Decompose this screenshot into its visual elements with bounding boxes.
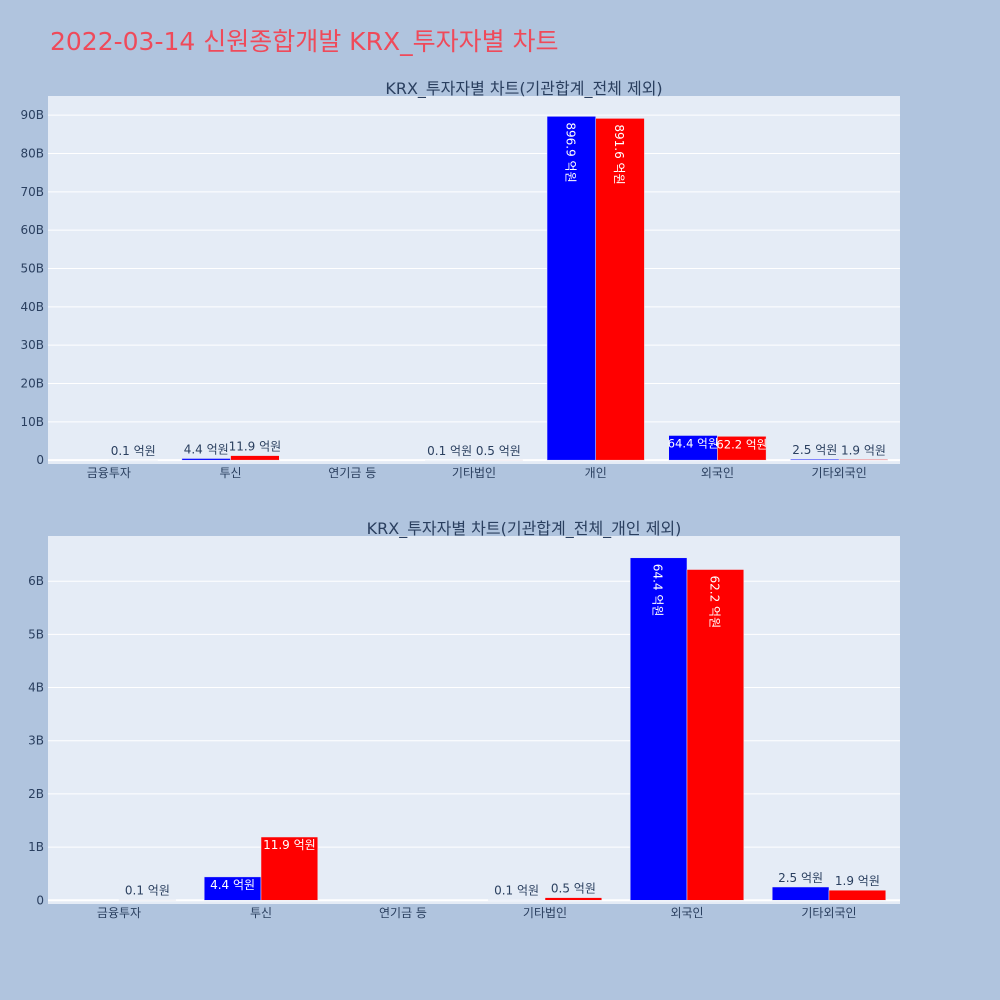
y-tick-label: 90B: [20, 108, 44, 122]
y-tick-label: 0: [36, 453, 44, 467]
bar: [668, 435, 718, 461]
chart-title: KRX_투자자별 차트(기관합계_전체 제외): [385, 79, 662, 99]
y-tick-label: 1B: [28, 840, 44, 854]
data-label: 64.4 억원: [668, 436, 719, 450]
y-tick-label: 10B: [20, 415, 44, 429]
data-label: 0.1 억원: [427, 444, 472, 458]
y-tick-label: 0: [36, 893, 44, 907]
data-label: 11.9 억원: [263, 838, 316, 852]
x-tick-label: 기타외국인: [801, 906, 856, 920]
x-tick-label: 개인: [585, 466, 607, 480]
y-tick-label: 70B: [20, 185, 44, 199]
x-tick-label: 금융투자: [87, 466, 131, 480]
bar: [790, 458, 840, 461]
y-tick-label: 3B: [28, 734, 44, 748]
data-label: 2.5 억원: [778, 871, 823, 885]
data-label: 11.9 억원: [229, 440, 282, 454]
data-label: 1.9 억원: [841, 443, 886, 457]
bar: [828, 889, 887, 901]
y-tick-label: 40B: [20, 300, 44, 314]
data-label: 62.2 억원: [707, 576, 721, 629]
y-tick-label: 2B: [28, 787, 44, 801]
data-label: 0.1 억원: [494, 884, 539, 898]
x-tick-label: 금융투자: [97, 906, 141, 920]
bar: [546, 116, 596, 461]
bar: [686, 569, 745, 901]
chart-bottom: 0 1B 2B 3B 4B 5B 6B KRX_투자자별 차트(기관합계_전체_개인 제외) 금…: [28, 519, 900, 920]
y-tick-label: 6B: [28, 574, 44, 588]
plot-area: [48, 96, 900, 464]
data-label: 62.2 억원: [716, 437, 767, 451]
x-tick-label: 연기금 등: [328, 466, 376, 480]
bar: [118, 899, 177, 901]
y-tick-label: 80B: [20, 147, 44, 161]
x-tick-label: 투신: [220, 466, 242, 480]
data-label: 4.4 억원: [210, 878, 255, 892]
data-label: 0.1 억원: [111, 444, 156, 458]
plot-area: [48, 536, 900, 904]
data-label: 891.6 억원: [612, 124, 626, 184]
main-title: 2022-03-14 신원종합개발 KRX_투자자별 차트: [50, 27, 559, 56]
y-tick-label: 4B: [28, 681, 44, 695]
y-tick-label: 5B: [28, 627, 44, 641]
x-tick-label: 투신: [250, 906, 272, 920]
data-label: 0.5 억원: [476, 444, 521, 458]
bar: [260, 836, 319, 901]
y-tick-label: 50B: [20, 262, 44, 276]
data-label: 64.4 억원: [651, 564, 665, 617]
bar: [771, 886, 830, 901]
x-tick-label: 외국인: [701, 466, 734, 480]
data-label: 0.1 억원: [125, 884, 170, 898]
y-tick-label: 30B: [20, 338, 44, 352]
bar: [595, 118, 645, 461]
data-label: 1.9 억원: [835, 874, 880, 888]
chart-title: KRX_투자자별 차트(기관합계_전체_개인 제외): [367, 519, 682, 539]
bar: [838, 459, 889, 461]
chart-top: 0 10B 20B 30B 40B 50B 60B 70B 80B 90B KRX_투자자별 차트(…: [20, 79, 900, 480]
data-label: 0.5 억원: [551, 882, 596, 896]
data-label: 2.5 억원: [792, 443, 837, 457]
bar: [544, 897, 603, 901]
bar: [487, 899, 546, 901]
data-label: 4.4 억원: [184, 442, 229, 456]
x-tick-label: 기타법인: [523, 906, 567, 920]
x-tick-label: 기타법인: [452, 466, 496, 480]
x-tick-label: 연기금 등: [379, 906, 427, 920]
y-tick-label: 20B: [20, 377, 44, 391]
bar: [230, 455, 280, 461]
y-tick-label: 60B: [20, 223, 44, 237]
x-tick-label: 기타외국인: [812, 466, 867, 480]
bar: [717, 436, 767, 461]
data-label: 896.9 억원: [563, 122, 577, 182]
bar: [181, 458, 231, 461]
x-tick-label: 외국인: [670, 906, 703, 920]
